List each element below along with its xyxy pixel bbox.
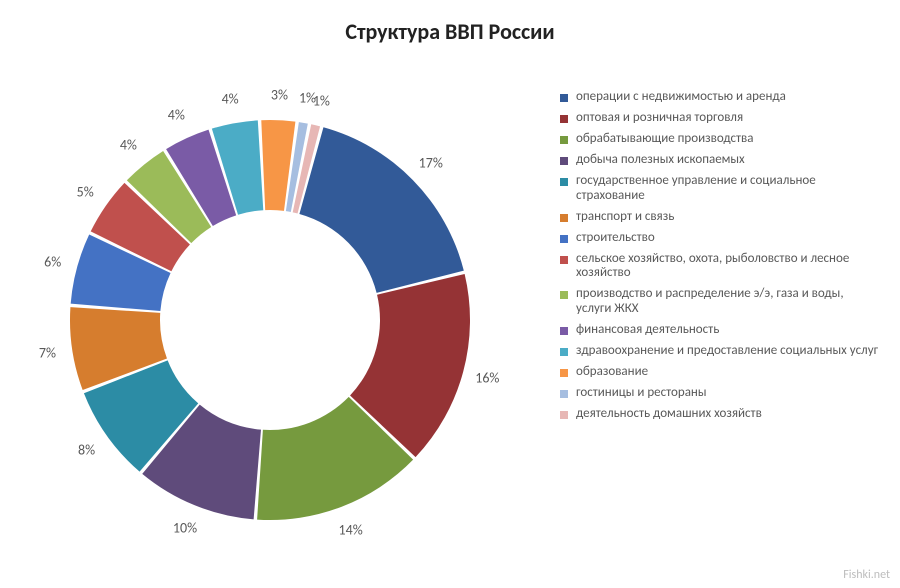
legend-swatch (560, 115, 568, 123)
slice-data-label: 17% (419, 154, 443, 171)
legend-label: операции с недвижимостью и аренда (576, 90, 880, 105)
legend-label: производство и распределение э/э, газа и… (576, 287, 880, 317)
legend-item: обрабатывающие производства (560, 132, 880, 147)
legend-swatch (560, 136, 568, 144)
legend-label: транспорт и связь (576, 210, 880, 225)
legend-item: здравоохранение и предоставление социаль… (560, 344, 880, 359)
legend-item: добыча полезных ископаемых (560, 153, 880, 168)
legend-label: сельское хозяйство, охота, рыболовство и… (576, 252, 880, 282)
legend-swatch (560, 348, 568, 356)
slice-data-label: 3% (271, 87, 288, 104)
legend-label: здравоохранение и предоставление социаль… (576, 344, 880, 359)
slice-data-label: 4% (168, 107, 185, 124)
legend-swatch (560, 94, 568, 102)
slice-data-label: 14% (339, 522, 363, 539)
watermark: Fishki.net (843, 568, 890, 582)
legend-item: производство и распределение э/э, газа и… (560, 287, 880, 317)
legend-swatch (560, 327, 568, 335)
slice-data-label: 4% (222, 90, 239, 107)
legend-item: финансовая деятельность (560, 323, 880, 338)
donut-slice (299, 127, 463, 293)
slice-data-label: 4% (120, 137, 137, 154)
legend-swatch (560, 291, 568, 299)
legend-label: образование (576, 365, 880, 380)
slice-data-label: 5% (77, 183, 94, 200)
slice-data-label: 7% (39, 344, 56, 361)
legend-swatch (560, 390, 568, 398)
legend-swatch (560, 157, 568, 165)
slice-data-label: 1% (313, 92, 330, 109)
slice-data-label: 16% (475, 370, 499, 387)
legend-swatch (560, 256, 568, 264)
legend-item: деятельность домашних хозяйств (560, 407, 880, 422)
legend-label: деятельность домашних хозяйств (576, 407, 880, 422)
chart-title: Структура ВВП России (0, 18, 900, 45)
legend-label: оптовая и розничная торговля (576, 111, 880, 126)
legend-swatch (560, 235, 568, 243)
legend-label: обрабатывающие производства (576, 132, 880, 147)
legend-label: гостиницы и рестораны (576, 386, 880, 401)
slice-data-label: 8% (78, 442, 95, 459)
legend-item: сельское хозяйство, охота, рыболовство и… (560, 252, 880, 282)
legend-swatch (560, 178, 568, 186)
legend-label: государственное управление и социальное … (576, 174, 880, 204)
legend-label: финансовая деятельность (576, 323, 880, 338)
legend-item: транспорт и связь (560, 210, 880, 225)
slice-data-label: 10% (173, 520, 197, 537)
legend-item: строительство (560, 231, 880, 246)
legend: операции с недвижимостью и аренда оптовая… (560, 90, 880, 428)
legend-swatch (560, 214, 568, 222)
legend-label: добыча полезных ископаемых (576, 153, 880, 168)
legend-item: операции с недвижимостью и аренда (560, 90, 880, 105)
donut-chart: 17%16%14%10%8%7%6%5%4%4%4%3%1%1% (20, 60, 520, 560)
legend-swatch (560, 411, 568, 419)
slice-data-label: 6% (44, 253, 61, 270)
legend-item: государственное управление и социальное … (560, 174, 880, 204)
legend-item: образование (560, 365, 880, 380)
legend-item: оптовая и розничная торговля (560, 111, 880, 126)
legend-label: строительство (576, 231, 880, 246)
legend-item: гостиницы и рестораны (560, 386, 880, 401)
legend-swatch (560, 369, 568, 377)
